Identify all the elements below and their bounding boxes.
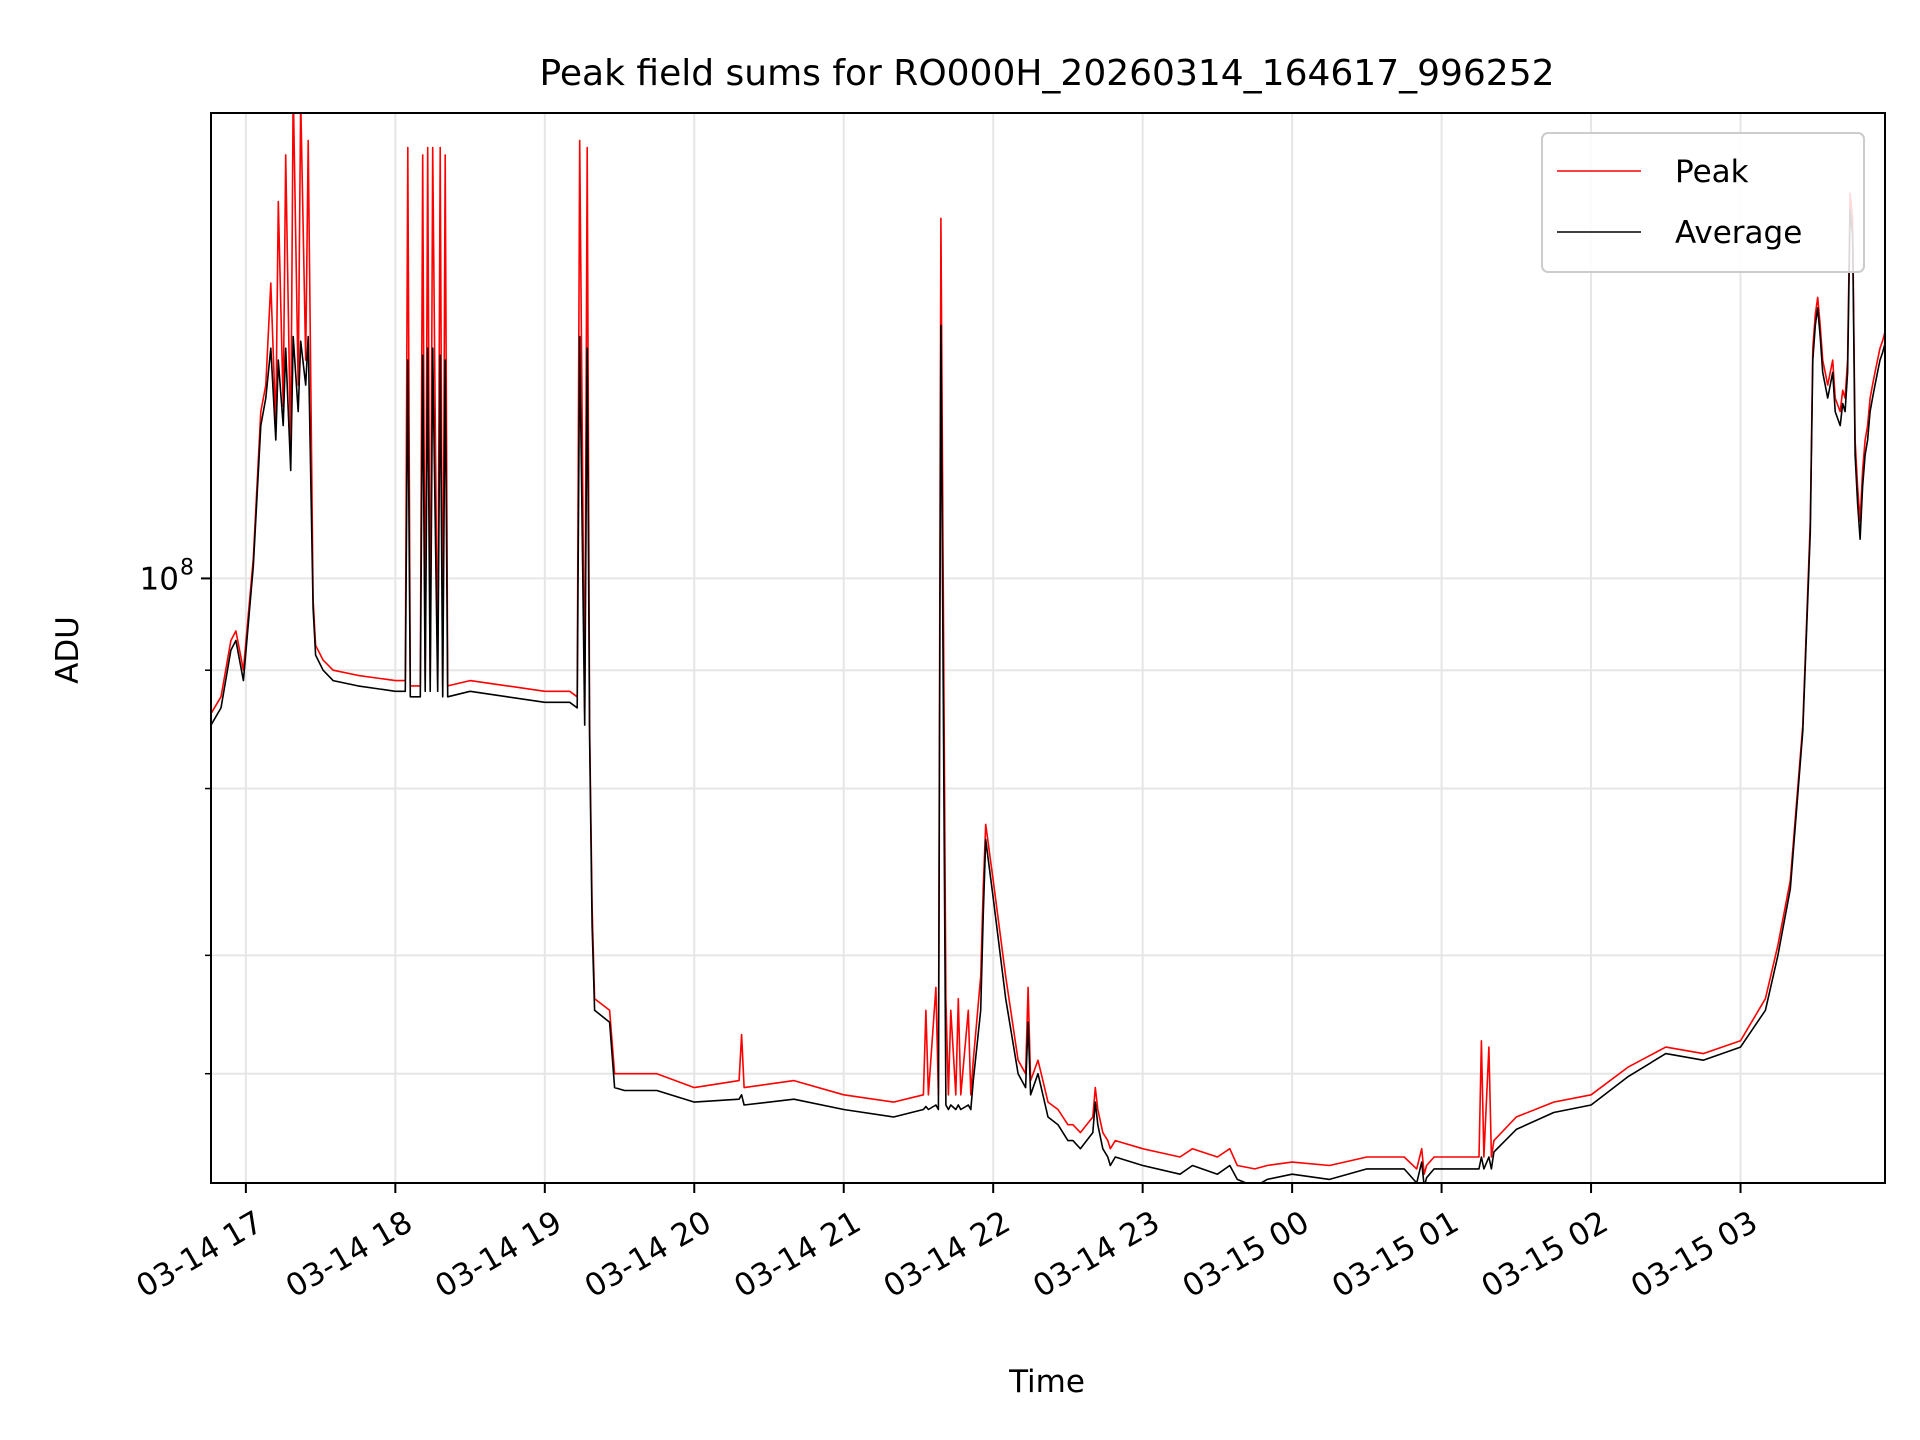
legend: Peak Average [1541,132,1865,273]
x-axis-label: Time [1008,1364,1085,1400]
series-line-average [211,209,1885,1183]
y-tick-label: 10 [140,561,179,597]
plot-area [211,113,1885,1183]
y-axis-ticks: 10 8 [140,555,211,1075]
legend-label-average: Average [1675,215,1802,251]
legend-label-peak: Peak [1675,154,1749,190]
axes-frame [210,112,1886,1184]
legend-box [1541,132,1865,273]
y-tick-label-exponent: 8 [180,555,194,580]
chart-title: Peak field sums for RO000H_20260314_1646… [539,53,1554,94]
y-axis-label: ADU [50,616,86,684]
grid [211,113,1885,1183]
